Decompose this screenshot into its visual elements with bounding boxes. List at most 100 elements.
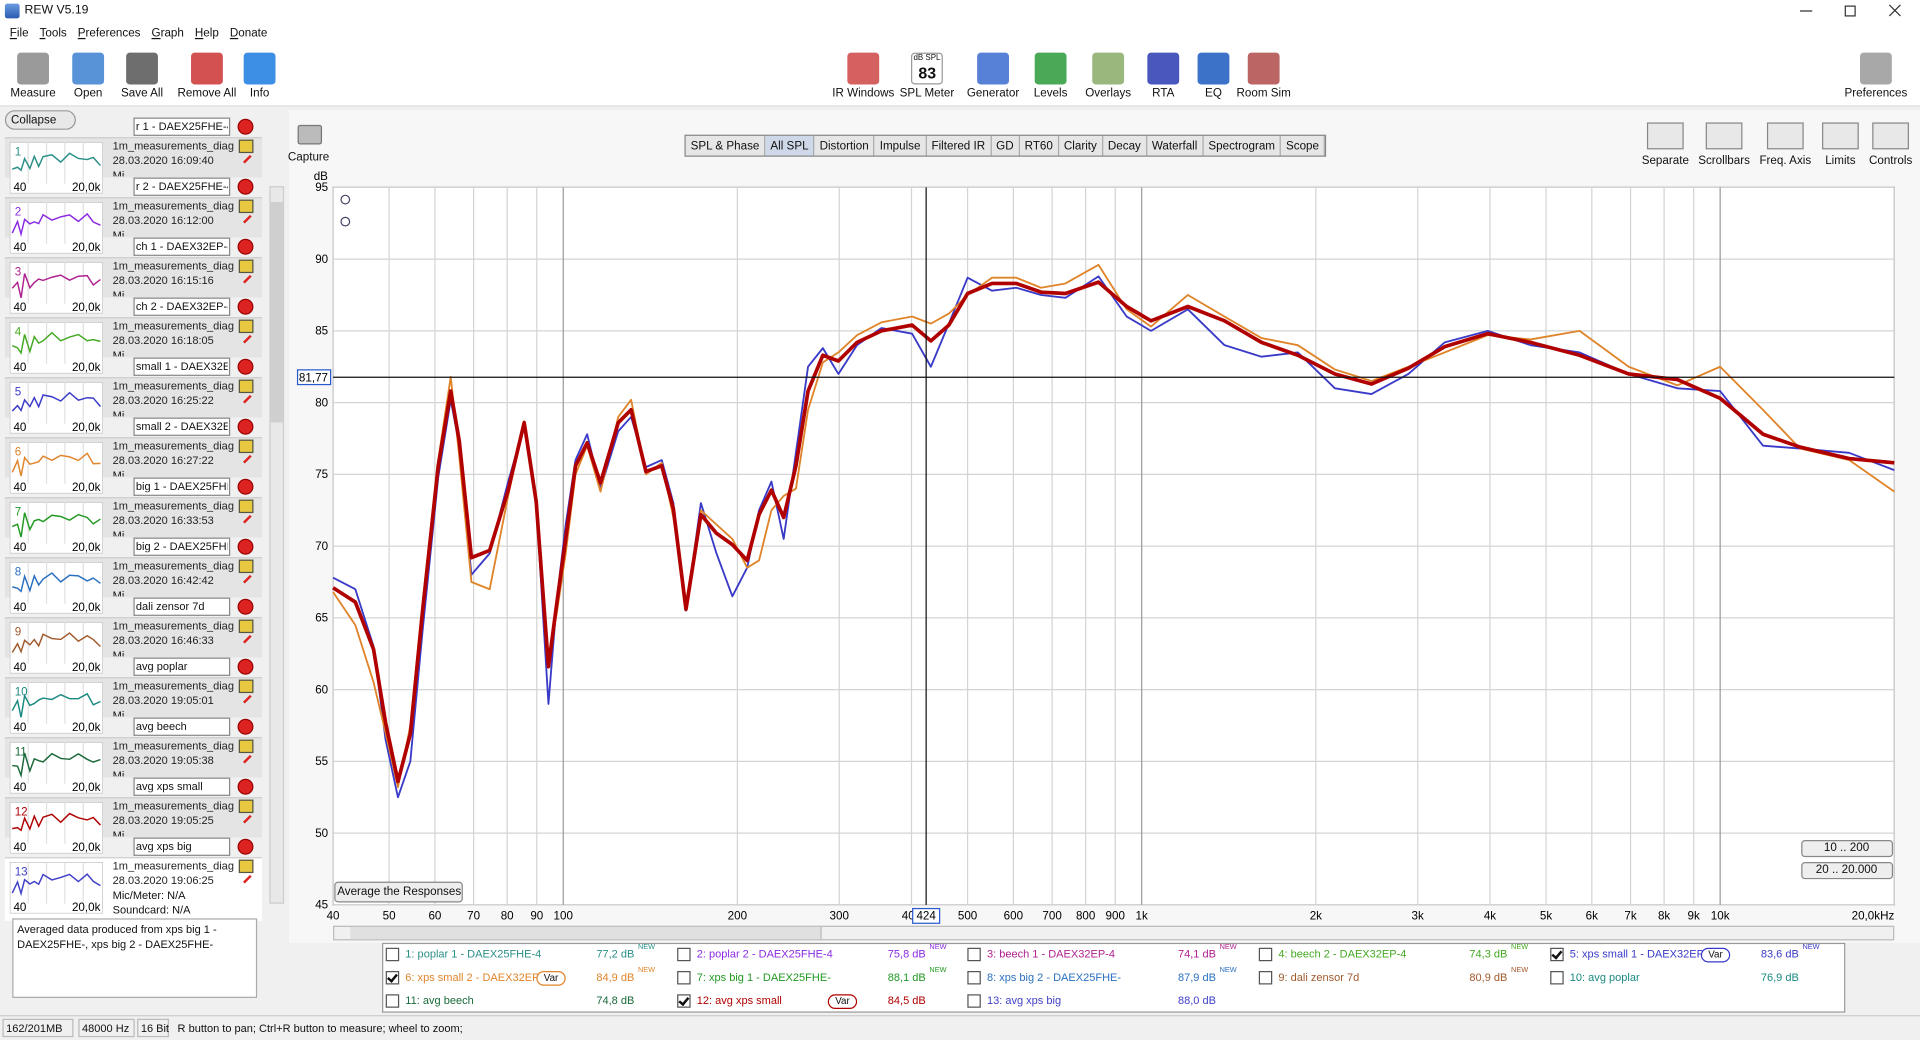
graph-icon[interactable] xyxy=(238,319,254,334)
name-field[interactable] xyxy=(133,837,231,856)
toolbar-icon[interactable] xyxy=(1034,52,1067,85)
legend-label[interactable]: 1: poplar 1 - DAEX25FHE-4 xyxy=(405,947,542,961)
var-label[interactable]: Var xyxy=(1708,948,1723,961)
measurement-name[interactable]: avg poplar xyxy=(135,660,188,673)
legend-label[interactable]: 7: xps big 1 - DAEX25FHE- xyxy=(696,971,831,984)
delete-icon[interactable] xyxy=(237,298,254,315)
graph-icon[interactable] xyxy=(238,619,254,634)
range-label[interactable]: 10 .. 200 xyxy=(1823,841,1870,855)
measurement-name[interactable]: avg xps small xyxy=(135,780,203,793)
name-field[interactable] xyxy=(133,477,231,496)
range-button[interactable] xyxy=(1801,840,1894,858)
toolbar-label[interactable]: Measure xyxy=(10,86,56,101)
average-label[interactable]: Average the Responses xyxy=(337,885,462,899)
menu-item[interactable]: Donate xyxy=(229,26,268,41)
graph-tab[interactable]: Impulse xyxy=(875,135,927,156)
toolbar-icon[interactable] xyxy=(17,52,49,85)
graph-control-icon[interactable] xyxy=(1822,122,1859,150)
measurement-name[interactable]: avg xps big xyxy=(135,840,192,853)
name-field[interactable] xyxy=(133,657,231,676)
toolbar-icon[interactable] xyxy=(1860,52,1892,85)
collapse-button[interactable] xyxy=(4,110,76,130)
toolbar-label[interactable]: SPL Meter xyxy=(899,86,955,101)
legend-checkbox[interactable] xyxy=(1258,947,1273,962)
graph-control-label[interactable]: Scrollbars xyxy=(1698,154,1750,168)
legend-label[interactable]: 6: xps small 2 - DAEX32EP xyxy=(405,971,540,984)
graph-icon[interactable] xyxy=(238,259,254,274)
legend-label[interactable]: 9: dali zensor 7d xyxy=(1278,971,1360,984)
toolbar-icon[interactable] xyxy=(72,52,105,85)
graph-tab[interactable]: RT60 xyxy=(1020,135,1059,156)
toolbar-label[interactable]: Preferences xyxy=(1844,86,1908,101)
graph-tab[interactable]: Scope xyxy=(1281,135,1326,156)
toolbar-icon[interactable]: dB SPL 83 xyxy=(911,52,943,85)
toolbar-label[interactable]: EQ xyxy=(1205,86,1222,101)
measurement-name[interactable]: ch 2 - DAEX32EP-4 xyxy=(135,300,228,313)
menu-item[interactable]: Graph xyxy=(151,26,184,41)
toolbar-icon[interactable] xyxy=(191,52,223,85)
toolbar-label[interactable]: Remove All xyxy=(177,86,237,101)
collapse-label[interactable]: Collapse xyxy=(11,113,57,128)
toolbar-label[interactable]: Room Sim xyxy=(1236,86,1291,101)
graph-tab[interactable]: Distortion xyxy=(815,135,875,156)
toolbar-icon[interactable] xyxy=(977,52,1009,85)
toolbar-label[interactable]: Open xyxy=(73,86,103,101)
legend-checkbox[interactable] xyxy=(385,947,400,962)
toolbar-label[interactable]: Overlays xyxy=(1085,86,1132,101)
legend-label[interactable]: 12: avg xps small xyxy=(696,994,782,1007)
legend-label[interactable]: 4: beech 2 - DAEX32EP-4 xyxy=(1278,947,1407,961)
graph-control-label[interactable]: Limits xyxy=(1825,154,1856,168)
name-field[interactable] xyxy=(133,117,231,136)
legend-checkbox[interactable] xyxy=(385,994,400,1008)
graph-icon[interactable] xyxy=(238,739,254,754)
graph-icon[interactable] xyxy=(238,439,254,454)
graph-icon[interactable] xyxy=(238,679,254,694)
toolbar-label[interactable]: IR Windows xyxy=(832,86,895,101)
delete-icon[interactable] xyxy=(237,718,254,735)
delete-icon[interactable] xyxy=(237,658,254,675)
graph-tab[interactable]: All SPL xyxy=(765,135,815,156)
name-field[interactable] xyxy=(133,177,231,196)
toolbar-label[interactable]: Generator xyxy=(966,86,1020,101)
legend-checkbox[interactable] xyxy=(1550,947,1564,962)
name-field[interactable] xyxy=(133,777,231,796)
graph-icon[interactable] xyxy=(238,499,254,514)
var-badge[interactable] xyxy=(1700,947,1731,963)
measurement-name[interactable]: small 1 - DAEX32EP xyxy=(135,360,228,373)
legend-label[interactable]: 13: avg xps big xyxy=(986,994,1062,1007)
delete-icon[interactable] xyxy=(237,358,254,375)
toolbar-label[interactable]: Save All xyxy=(121,86,164,101)
legend-label[interactable]: 2: poplar 2 - DAEX25FHE-4 xyxy=(696,947,833,961)
name-field[interactable] xyxy=(133,717,231,736)
menu-item[interactable]: Preferences xyxy=(77,26,141,41)
graph-control-label[interactable]: Freq. Axis xyxy=(1759,154,1812,168)
graph-control-label[interactable]: Controls xyxy=(1868,154,1913,168)
toolbar-label[interactable]: RTA xyxy=(1152,86,1175,101)
range-button[interactable] xyxy=(1801,862,1894,880)
graph-control-label[interactable]: Separate xyxy=(1641,154,1689,168)
delete-icon[interactable] xyxy=(237,478,254,495)
graph-tab[interactable]: GD xyxy=(991,135,1020,156)
delete-icon[interactable] xyxy=(237,538,254,555)
name-field[interactable] xyxy=(133,597,231,616)
toolbar-label[interactable]: Info xyxy=(249,86,270,101)
graph-tab[interactable]: Clarity xyxy=(1059,135,1103,156)
graph-tab[interactable]: Waterfall xyxy=(1147,135,1204,156)
name-field[interactable] xyxy=(133,297,231,316)
legend-label[interactable]: 11: avg beech xyxy=(405,994,474,1007)
toolbar-icon[interactable] xyxy=(1147,52,1180,85)
graph-control-icon[interactable] xyxy=(1705,122,1743,150)
legend-checkbox[interactable] xyxy=(385,971,400,985)
graph-tab[interactable]: Spectrogram xyxy=(1203,135,1282,156)
delete-icon[interactable] xyxy=(237,118,254,135)
graph-icon[interactable] xyxy=(238,379,254,394)
legend-label[interactable]: 3: beech 1 - DAEX32EP-4 xyxy=(986,947,1115,961)
graph-icon[interactable] xyxy=(238,799,254,814)
name-field[interactable] xyxy=(133,357,231,376)
menu-item[interactable]: Help xyxy=(194,26,219,41)
measurement-name[interactable]: big 1 - DAEX25FHE- xyxy=(135,480,228,493)
capture-icon[interactable] xyxy=(297,124,323,145)
measurement-name[interactable]: r 2 - DAEX25FHE-4 xyxy=(135,180,228,193)
measurement-name[interactable]: small 2 - DAEX32EP xyxy=(135,420,228,433)
var-badge[interactable] xyxy=(827,994,858,1009)
